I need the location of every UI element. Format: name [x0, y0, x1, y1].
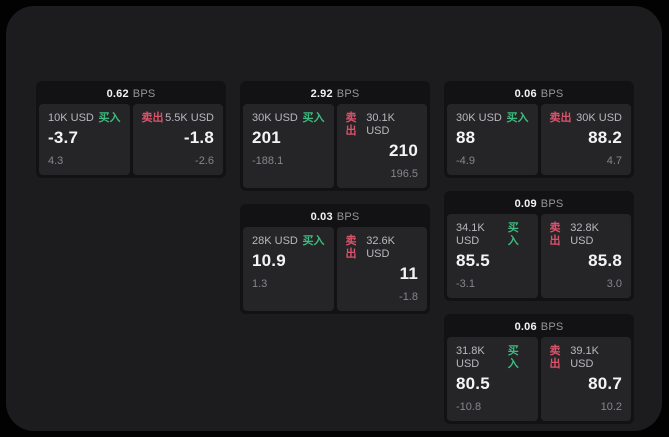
bps-unit: BPS: [336, 88, 360, 100]
quote-card: 2.92 BPS 30K USD 买入 201 -188.1 卖出 30.1K U…: [240, 81, 430, 191]
buy-delta-value: -3.1: [456, 278, 475, 290]
bps-value: 0.06: [514, 88, 537, 100]
quote-column-2: 2.92 BPS 30K USD 买入 201 -188.1 卖出 30.1K U…: [240, 81, 430, 314]
sell-tile[interactable]: 卖出 30K USD 88.2 4.7: [540, 104, 631, 175]
bps-value: 0.09: [514, 198, 537, 210]
sell-tile[interactable]: 卖出 30.1K USD 210 196.5: [336, 104, 427, 188]
bps-value: 0.62: [106, 88, 129, 100]
card-body: 34.1K USD 买入 85.5 -3.1 卖出 32.8K USD 85.8…: [447, 214, 631, 298]
buy-badge: 买入: [507, 222, 519, 247]
buy-price-value: 88: [456, 128, 476, 147]
buy-badge: 买入: [302, 112, 325, 124]
sell-delta-value: 10.2: [600, 401, 622, 413]
card-body: 28K USD 买入 10.9 1.3 卖出 32.6K USD 11 -1.8: [243, 227, 427, 311]
quote-card: 0.06 BPS 31.8K USD 买入 80.5 -10.8 卖出 39.1K…: [444, 314, 634, 424]
bps-value: 0.06: [514, 321, 537, 333]
sell-tile[interactable]: 卖出 5.5K USD -1.8 -2.6: [132, 104, 223, 175]
bps-value: 0.03: [310, 211, 333, 223]
sell-delta-value: 4.7: [606, 155, 622, 167]
bps-unit: BPS: [132, 88, 156, 100]
sell-badge: 卖出: [549, 222, 561, 247]
buy-price-value: 85.5: [456, 251, 490, 270]
quote-card: 0.62 BPS 10K USD 买入 -3.7 4.3 卖出 5.5K USD …: [36, 81, 226, 178]
sell-tile[interactable]: 卖出 32.6K USD 11 -1.8: [336, 227, 427, 311]
bps-unit: BPS: [540, 321, 564, 333]
quote-card: 0.06 BPS 30K USD 买入 88 -4.9 卖出 30K USD 88…: [444, 81, 634, 178]
buy-price-value: 10.9: [252, 251, 286, 270]
quote-card: 0.03 BPS 28K USD 买入 10.9 1.3 卖出 32.6K USD…: [240, 204, 430, 314]
sell-notional-amount: 30K USD: [576, 112, 622, 124]
sell-delta-value: 196.5: [390, 168, 418, 180]
bps-unit: BPS: [540, 198, 564, 210]
sell-price-value: 85.8: [588, 251, 622, 270]
bps-header: 0.06 BPS: [447, 84, 631, 104]
sell-badge: 卖出: [141, 112, 164, 124]
buy-notional-amount: 28K USD: [252, 235, 298, 247]
card-body: 30K USD 买入 88 -4.9 卖出 30K USD 88.2 4.7: [447, 104, 631, 175]
buy-delta-value: -10.8: [456, 401, 482, 413]
buy-notional-amount: 10K USD: [48, 112, 94, 124]
buy-tile[interactable]: 34.1K USD 买入 85.5 -3.1: [447, 214, 538, 298]
sell-price-value: 80.7: [588, 374, 622, 393]
bps-header: 0.06 BPS: [447, 317, 631, 337]
buy-tile[interactable]: 30K USD 买入 201 -188.1: [243, 104, 334, 188]
buy-badge: 买入: [506, 112, 529, 124]
sell-badge: 卖出: [549, 345, 561, 370]
sell-notional-amount: 32.8K USD: [570, 222, 599, 247]
sell-tile[interactable]: 卖出 32.8K USD 85.8 3.0: [540, 214, 631, 298]
sell-price-value: 88.2: [588, 128, 622, 147]
sell-notional-amount: 32.6K USD: [366, 235, 395, 260]
buy-badge: 买入: [98, 112, 121, 124]
card-body: 31.8K USD 买入 80.5 -10.8 卖出 39.1K USD 80.…: [447, 337, 631, 421]
sell-delta-value: 3.0: [606, 278, 622, 290]
app-surface: 0.62 BPS 10K USD 买入 -3.7 4.3 卖出 5.5K USD …: [6, 6, 662, 431]
sell-delta-value: -1.8: [399, 291, 418, 303]
buy-tile[interactable]: 31.8K USD 买入 80.5 -10.8: [447, 337, 538, 421]
sell-notional-amount: 39.1K USD: [570, 345, 599, 370]
bps-header: 0.03 BPS: [243, 207, 427, 227]
sell-price-value: 210: [389, 141, 418, 160]
sell-badge: 卖出: [549, 112, 572, 124]
buy-tile[interactable]: 28K USD 买入 10.9 1.3: [243, 227, 334, 311]
bps-unit: BPS: [336, 211, 360, 223]
buy-delta-value: 1.3: [252, 278, 268, 290]
quote-grid: 0.62 BPS 10K USD 买入 -3.7 4.3 卖出 5.5K USD …: [36, 81, 634, 424]
sell-notional-amount: 30.1K USD: [366, 112, 395, 137]
buy-notional-amount: 31.8K USD: [456, 345, 485, 370]
buy-price-value: 80.5: [456, 374, 490, 393]
quote-card: 0.09 BPS 34.1K USD 买入 85.5 -3.1 卖出 32.8K …: [444, 191, 634, 301]
sell-badge: 卖出: [345, 112, 357, 137]
buy-notional-amount: 34.1K USD: [456, 222, 485, 247]
buy-delta-value: 4.3: [48, 155, 64, 167]
buy-delta-value: -188.1: [252, 155, 284, 167]
buy-price-value: -3.7: [48, 128, 79, 147]
quote-column-1: 0.62 BPS 10K USD 买入 -3.7 4.3 卖出 5.5K USD …: [36, 81, 226, 178]
buy-notional-amount: 30K USD: [456, 112, 502, 124]
buy-price-value: 201: [252, 128, 281, 147]
bps-header: 0.09 BPS: [447, 194, 631, 214]
buy-tile[interactable]: 30K USD 买入 88 -4.9: [447, 104, 538, 175]
sell-badge: 卖出: [345, 235, 357, 260]
card-body: 30K USD 买入 201 -188.1 卖出 30.1K USD 210 1…: [243, 104, 427, 188]
sell-price-value: -1.8: [183, 128, 214, 147]
sell-price-value: 11: [399, 264, 418, 283]
buy-badge: 买入: [507, 345, 519, 370]
bps-header: 2.92 BPS: [243, 84, 427, 104]
bps-header: 0.62 BPS: [39, 84, 223, 104]
card-body: 10K USD 买入 -3.7 4.3 卖出 5.5K USD -1.8 -2.…: [39, 104, 223, 175]
buy-tile[interactable]: 10K USD 买入 -3.7 4.3: [39, 104, 130, 175]
bps-value: 2.92: [310, 88, 333, 100]
buy-delta-value: -4.9: [456, 155, 475, 167]
buy-badge: 买入: [302, 235, 325, 247]
buy-notional-amount: 30K USD: [252, 112, 298, 124]
sell-notional-amount: 5.5K USD: [165, 112, 214, 124]
bps-unit: BPS: [540, 88, 564, 100]
sell-tile[interactable]: 卖出 39.1K USD 80.7 10.2: [540, 337, 631, 421]
sell-delta-value: -2.6: [195, 155, 214, 167]
quote-column-3: 0.06 BPS 30K USD 买入 88 -4.9 卖出 30K USD 88…: [444, 81, 634, 424]
